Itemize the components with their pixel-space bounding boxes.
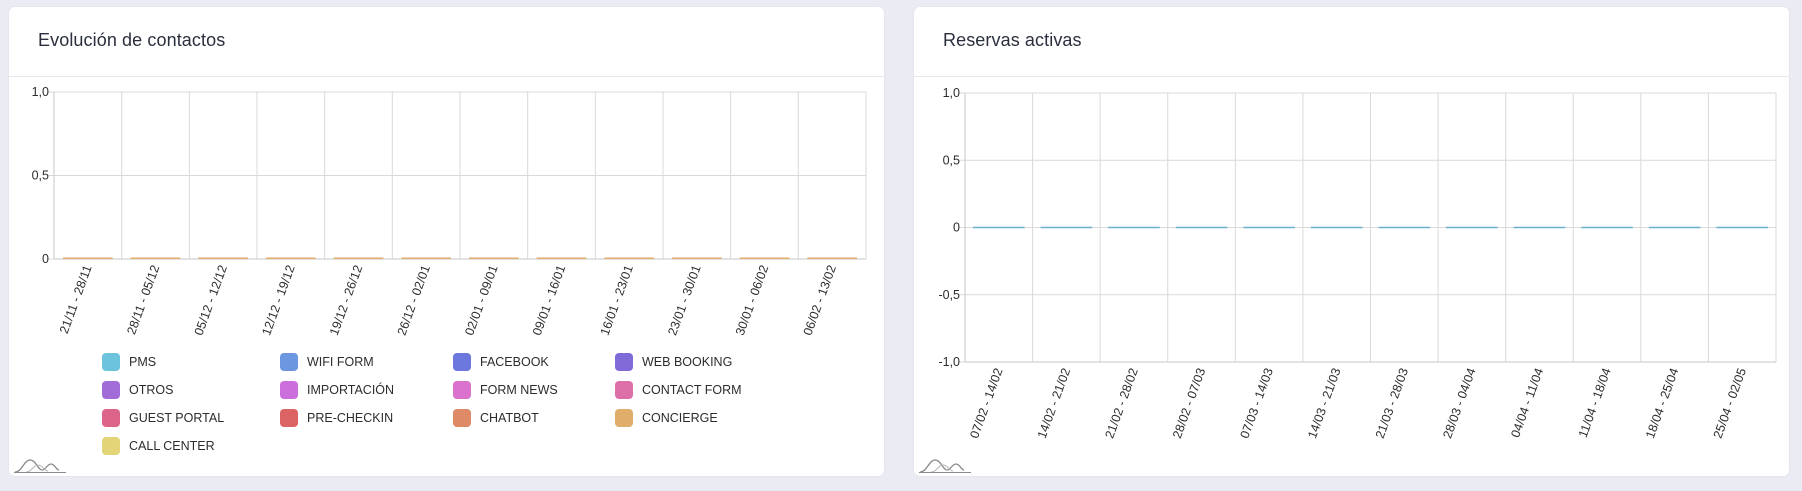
- x-tick-label: 11/04 - 18/04: [1576, 366, 1614, 439]
- legend-swatch: [102, 381, 120, 399]
- legend-label: CONTACT FORM: [642, 383, 742, 397]
- x-tick-label: 12/12 - 19/12: [259, 263, 297, 337]
- legend-label: FORM NEWS: [480, 383, 558, 397]
- legend-swatch: [102, 353, 120, 371]
- legend-item[interactable]: OTROS: [102, 381, 280, 399]
- x-tick-label: 16/01 - 23/01: [598, 263, 636, 337]
- x-tick-label: 26/12 - 02/01: [395, 263, 433, 337]
- bar: [333, 257, 384, 259]
- x-tick-label: 28/03 - 04/04: [1440, 366, 1478, 440]
- legend-swatch: [280, 353, 298, 371]
- wave-chart-icon: [14, 459, 66, 473]
- bar: [401, 257, 451, 259]
- x-tick-label: 23/01 - 30/01: [665, 263, 703, 337]
- legend-label: GUEST PORTAL: [129, 411, 225, 425]
- active-bookings-card: Reservas activas 1,0 0,5 0 -0,5 -1,0 07/02 - …: [914, 7, 1789, 476]
- x-tick-label: 14/03 - 21/03: [1305, 366, 1343, 440]
- legend-item[interactable]: WEB BOOKING: [615, 353, 780, 371]
- legend-swatch: [453, 409, 471, 427]
- active-bookings-chart: 1,0 0,5 0 -0,5 -1,0 07/02 - 14/02 14/02 - 21/0…: [938, 86, 1777, 440]
- legend-swatch: [453, 353, 471, 371]
- bar: [536, 257, 587, 259]
- legend-swatch: [615, 353, 633, 371]
- legend-swatch: [615, 381, 633, 399]
- legend-item[interactable]: CALL CENTER: [102, 437, 280, 455]
- y-tick-label: -1,0: [938, 355, 960, 369]
- legend-item[interactable]: FORM NEWS: [453, 381, 615, 399]
- legend-label: FACEBOOK: [480, 355, 549, 369]
- legend-label: CALL CENTER: [129, 439, 215, 453]
- x-tick-label: 30/01 - 06/02: [733, 263, 771, 337]
- legend-label: WIFI FORM: [307, 355, 374, 369]
- y-tick-label: 0: [42, 252, 49, 266]
- x-tick-label: 18/04 - 25/04: [1643, 366, 1681, 440]
- bar: [604, 257, 654, 259]
- x-tick-label: 25/04 - 02/05: [1711, 366, 1749, 440]
- legend-swatch: [102, 409, 120, 427]
- y-tick-label: 1,0: [32, 85, 49, 99]
- card-header: Evolución de contactos: [9, 7, 884, 77]
- x-tick-label: 07/03 - 14/03: [1238, 366, 1276, 440]
- x-tick-label: 28/11 - 05/12: [124, 263, 162, 336]
- y-tick-label: 1,0: [943, 86, 960, 100]
- legend-item[interactable]: CONCIERGE: [615, 409, 780, 427]
- legend-label: PRE-CHECKIN: [307, 411, 394, 425]
- card-header: Reservas activas: [914, 7, 1789, 77]
- legend-label: IMPORTACIÓN: [307, 383, 395, 397]
- y-tick-label: 0,5: [943, 153, 960, 167]
- y-tick-label: -0,5: [938, 288, 960, 302]
- card-title: Reservas activas: [943, 30, 1082, 50]
- bar: [266, 257, 316, 259]
- x-tick-label: 19/12 - 26/12: [327, 263, 365, 337]
- y-tick-label: 0,5: [32, 169, 49, 183]
- contacts-evolution-chart: 1,0 0,5 0 21/11 - 28/11 28/11 - 05/12 05/12 -…: [32, 85, 867, 337]
- legend-item[interactable]: FACEBOOK: [453, 353, 615, 371]
- x-tick-label: 09/01 - 16/01: [530, 263, 568, 337]
- bar: [198, 257, 248, 259]
- legend-swatch: [615, 409, 633, 427]
- legend-label: CONCIERGE: [642, 411, 718, 425]
- legend-swatch: [280, 409, 298, 427]
- legend-swatch: [453, 381, 471, 399]
- contacts-evolution-card: Evolución de contactos 1,0 0,5 0 21/11 - 28…: [9, 7, 884, 476]
- x-tick-label: 06/02 - 13/02: [801, 263, 839, 337]
- legend-label: CHATBOT: [480, 411, 539, 425]
- bar: [469, 257, 519, 259]
- bar: [739, 257, 790, 259]
- card-title: Evolución de contactos: [38, 30, 226, 50]
- legend-item[interactable]: GUEST PORTAL: [102, 409, 280, 427]
- bar: [672, 257, 722, 259]
- legend-label: PMS: [129, 355, 157, 369]
- legend-swatch: [102, 437, 120, 455]
- x-tick-label: 04/04 - 11/04: [1508, 366, 1546, 439]
- x-tick-label: 05/12 - 12/12: [192, 263, 230, 337]
- legend-item[interactable]: CONTACT FORM: [615, 381, 780, 399]
- bar: [63, 257, 113, 259]
- x-tick-label: 21/03 - 28/03: [1373, 366, 1411, 440]
- legend-item[interactable]: IMPORTACIÓN: [280, 381, 453, 399]
- x-tick-label: 14/02 - 21/02: [1035, 366, 1073, 440]
- y-tick-label: 0: [953, 221, 960, 235]
- chart-legend: PMS WIFI FORM FACEBOOK WEB BOOKING OTROS IMPO…: [102, 353, 782, 455]
- x-tick-label: 07/02 - 14/02: [967, 366, 1005, 440]
- x-tick-label: 21/02 - 28/02: [1102, 366, 1140, 440]
- legend-label: OTROS: [129, 383, 174, 397]
- legend-item[interactable]: WIFI FORM: [280, 353, 453, 371]
- x-tick-label: 21/11 - 28/11: [57, 263, 95, 335]
- legend-swatch: [280, 381, 298, 399]
- x-tick-label: 02/01 - 09/01: [462, 263, 500, 337]
- legend-item[interactable]: PMS: [102, 353, 280, 371]
- wave-chart-icon: [919, 459, 971, 473]
- bar: [807, 257, 857, 259]
- legend-item[interactable]: CHATBOT: [453, 409, 615, 427]
- legend-item[interactable]: PRE-CHECKIN: [280, 409, 453, 427]
- x-tick-label: 28/02 - 07/03: [1170, 366, 1208, 440]
- bar: [130, 257, 181, 259]
- legend-label: WEB BOOKING: [642, 355, 733, 369]
